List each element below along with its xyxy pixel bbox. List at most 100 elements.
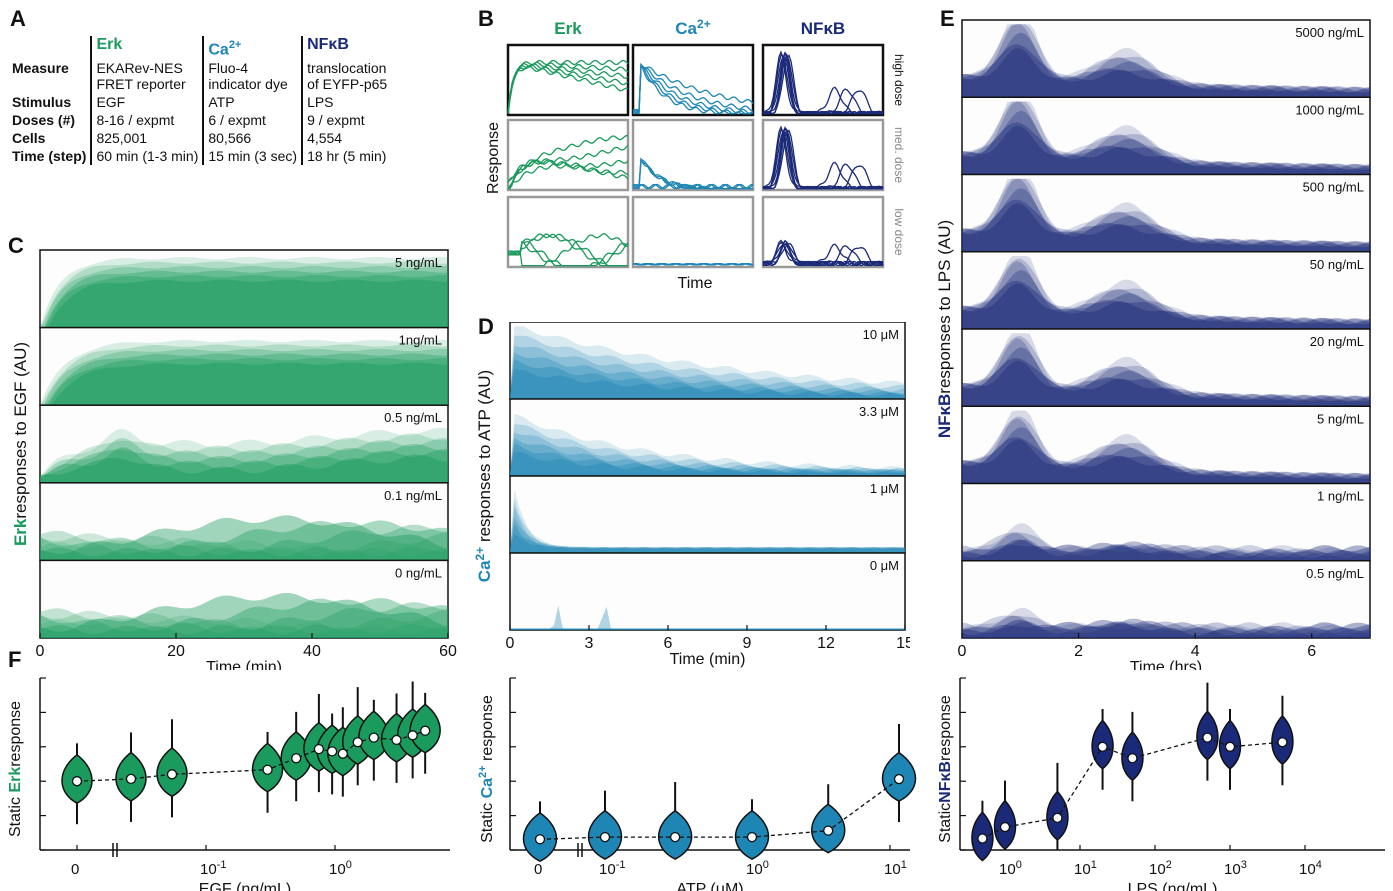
panel-d-ca-responses: Ca2+ responses to ATP (AU) 10 μM 3.3 μM 1 μ… <box>473 322 910 668</box>
response-area <box>40 598 448 638</box>
b-trace <box>633 158 753 190</box>
response-area <box>510 345 905 399</box>
response-area <box>510 432 905 476</box>
ylabel: StaticNFκBresponse <box>937 695 954 843</box>
response-area <box>40 358 448 406</box>
x-tick-label: 0 <box>506 635 515 652</box>
response-area <box>962 357 1370 407</box>
panel-f1-erk-violin: Static Erkresponse EGF (ng/mL) 0 10-1 100 <box>7 677 450 891</box>
response-area <box>962 532 1370 561</box>
b-trace <box>762 242 884 267</box>
response-area <box>40 266 448 328</box>
median-line <box>982 736 1283 840</box>
table-cell-nfkb: 4,554 <box>301 129 392 148</box>
ylabel: Static Erkresponse <box>7 701 24 837</box>
table-cell-erk: 8-16 / expmt <box>90 111 204 130</box>
x-tick-label: 0 <box>71 861 79 878</box>
response-area <box>40 261 448 328</box>
median-point <box>746 831 758 843</box>
b-col-title: NFκB <box>801 19 845 38</box>
response-area <box>510 359 905 399</box>
dose-label: 5 ng/mL <box>1317 411 1364 426</box>
median-point <box>391 734 402 746</box>
b-trace <box>507 232 628 267</box>
dose-label: 5 ng/mL <box>395 255 442 270</box>
dose-label: 10 μM <box>863 327 899 342</box>
b-trace <box>508 135 628 190</box>
response-area <box>510 506 905 553</box>
table-cell-erk: 60 min (1-3 min) <box>90 147 204 166</box>
b-trace <box>762 129 883 190</box>
median-point <box>407 730 418 741</box>
x-tick-label: 0 <box>534 861 542 878</box>
ylabel: NFκBresponses to LPS (AU) <box>935 220 954 438</box>
response-area <box>40 275 448 328</box>
dose-subplot <box>39 404 449 484</box>
response-area <box>510 352 905 399</box>
b-xlabel: Time <box>678 275 713 292</box>
table-row-label: Measure <box>12 60 69 77</box>
dose-label: 3.3 μM <box>859 404 899 419</box>
b-trace <box>508 240 629 267</box>
response-area <box>962 532 1370 561</box>
panel-b-examples: Erk Ca2+ NFκB Response Time high dose med. dos… <box>485 17 906 292</box>
median-point <box>1127 753 1138 764</box>
median-point <box>166 769 178 780</box>
response-area <box>510 498 905 553</box>
response-area <box>962 24 1370 98</box>
dose-subplot <box>39 326 449 406</box>
panel-f2-ca-violin: Static Ca2+ response ATP (μM) 0 10-1 100 101 <box>477 677 917 891</box>
dose-label: 5000 ng/mL <box>1295 25 1364 40</box>
response-area <box>510 605 905 630</box>
dose-label: 0.1 ng/mL <box>384 488 442 503</box>
b-trace <box>632 183 753 190</box>
table-cell-ca: 15 min (3 sec) <box>202 147 303 166</box>
x-tick-label: 40 <box>303 643 321 660</box>
median-point <box>669 831 681 843</box>
response-area <box>962 256 1370 329</box>
dose-label: 0 μM <box>870 558 899 573</box>
b-trace <box>507 233 628 267</box>
dose-label: 1000 ng/mL <box>1295 102 1364 117</box>
x-tick-label: 10-1 <box>200 859 226 878</box>
panel-label-d: D <box>478 314 494 339</box>
x-tick-label: 100 <box>746 859 769 878</box>
response-area <box>40 433 448 483</box>
x-tick-label: 15 <box>896 635 910 652</box>
x-tick-label: 2 <box>1074 643 1083 660</box>
response-area <box>962 178 1370 252</box>
response-area <box>962 360 1370 407</box>
x-tick-label: 12 <box>817 635 835 652</box>
b-row-label: high dose <box>892 54 906 106</box>
dose-subplot <box>961 328 1371 407</box>
panel-label-b: B <box>478 6 494 31</box>
response-area <box>962 619 1370 638</box>
x-tick-label: 9 <box>743 635 752 652</box>
response-area <box>962 410 1370 484</box>
b-trace <box>633 65 754 115</box>
response-area <box>962 122 1370 175</box>
response-area <box>40 615 448 638</box>
table-cell-erk: EKARev-NES FRET reporter <box>90 59 204 94</box>
response-area <box>962 24 1370 98</box>
dose-subplot <box>961 560 1371 639</box>
response-area <box>962 270 1370 329</box>
response-area <box>40 537 448 561</box>
response-area <box>40 524 448 561</box>
response-area <box>962 338 1370 407</box>
response-area <box>40 608 448 638</box>
x-tick-label: 101 <box>1074 859 1097 878</box>
x-axis-label: LPS (ng/mL) <box>1128 881 1218 891</box>
response-area <box>962 542 1370 561</box>
x-tick-label: 0 <box>36 643 45 660</box>
dose-subplot <box>961 19 1371 98</box>
response-area <box>962 125 1370 175</box>
panel-label-e: E <box>940 6 955 31</box>
dose-subplot <box>509 475 906 554</box>
b-trace <box>763 126 883 190</box>
x-tick-label: 4 <box>1191 643 1200 660</box>
median-point <box>1224 741 1236 752</box>
response-area <box>40 530 448 561</box>
median-point <box>977 833 988 844</box>
table-cell-ca: Fluo-4 indicator dye <box>202 59 303 94</box>
